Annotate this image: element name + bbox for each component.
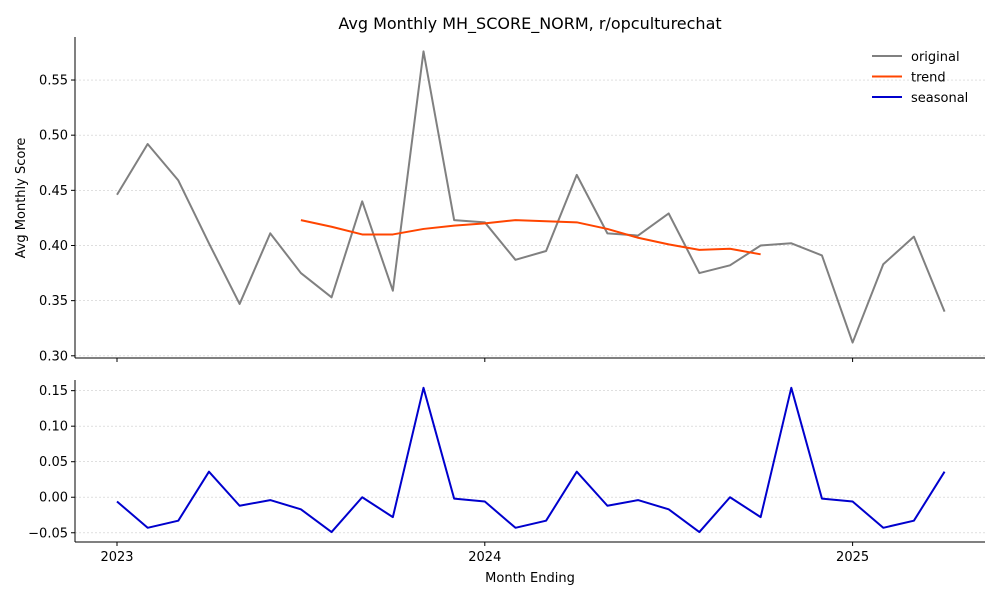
y-tick-label: 0.50 [39,129,68,144]
panel-top: 0.30 0.35 0.40 0.45 0.50 0.55 [39,37,985,364]
legend-label-seasonal: seasonal [911,91,968,106]
panel-bottom: −0.05 0.00 0.05 0.10 0.15 2023 2024 2025 [28,380,985,565]
y-tick-label: 0.35 [39,294,68,309]
legend-label-original: original [911,50,960,65]
y-tick-label: 0.55 [39,74,68,89]
series-line-seasonal [116,386,946,534]
x-axis-label: Month Ending [485,571,575,586]
legend: original trend seasonal [872,50,968,106]
y-tick-label: 0.30 [39,349,68,364]
chart-panels: 0.30 0.35 0.40 0.45 0.50 0.55 −0.05 0.00 0.05 0.1… [28,37,985,565]
y-tick-label: 0.05 [39,455,68,470]
x-tick-label: 2024 [468,550,501,565]
y-tick-label: −0.05 [28,526,68,541]
legend-label-trend: trend [911,71,946,86]
series-line-original [116,50,946,344]
y-tick-label: 0.15 [39,384,68,399]
chart-title: Avg Monthly MH_SCORE_NORM, r/opculturech… [338,14,721,34]
y-tick-label: 0.10 [39,420,68,435]
series-line-trend [300,219,761,256]
y-tick-label: 0.40 [39,239,68,254]
x-tick-label: 2023 [100,550,133,565]
y-tick-label: 0.45 [39,184,68,199]
top-panel-y-axis-label: Avg Monthly Score [14,138,29,259]
x-tick-label: 2025 [836,550,869,565]
y-tick-label: 0.00 [39,491,68,506]
